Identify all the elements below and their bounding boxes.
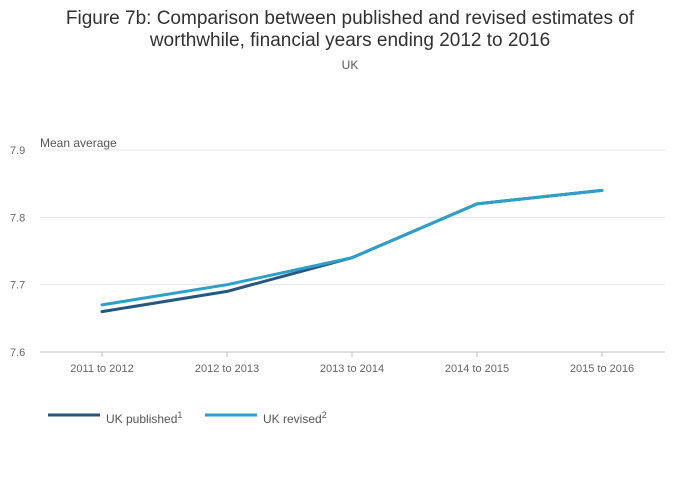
svg-text:UK published1: UK published1 <box>106 410 182 426</box>
x-tick-label: 2011 to 2012 <box>70 363 133 375</box>
x-tick-label: 2012 to 2013 <box>195 363 259 375</box>
y-tick-label: 7.8 <box>10 212 25 224</box>
legend-sup-published: 1 <box>177 410 182 420</box>
x-tick-label: 2015 to 2016 <box>570 363 634 375</box>
chart-title-line-2: worthwhile, financial years ending 2012 … <box>149 30 550 51</box>
legend-item-published[interactable]: UK published1 <box>48 410 182 426</box>
legend: UK published1 UK revised2 <box>48 410 327 426</box>
svg-text:UK revised2: UK revised2 <box>263 410 327 426</box>
legend-label-published: UK published <box>106 412 177 426</box>
gridlines <box>40 149 665 286</box>
legend-label-revised: UK revised <box>263 412 322 426</box>
series-line-revised[interactable] <box>100 188 604 307</box>
series-lines <box>100 188 604 314</box>
y-tick-label: 7.9 <box>10 145 25 157</box>
y-tick-label: 7.6 <box>10 347 25 359</box>
chart-subtitle: UK <box>342 58 359 72</box>
y-tick-labels: 7.6 7.7 7.8 7.9 <box>10 145 25 359</box>
legend-item-revised[interactable]: UK revised2 <box>205 410 327 426</box>
y-tick-label: 7.7 <box>10 280 25 292</box>
y-axis-label: Mean average <box>40 136 117 150</box>
chart-title-line-1: Figure 7b: Comparison between published … <box>66 8 635 29</box>
x-tick-label: 2013 to 2014 <box>320 363 384 375</box>
x-tick-label: 2014 to 2015 <box>445 363 509 375</box>
x-axis: 2011 to 2012 2012 to 2013 2013 to 2014 2014… <box>40 351 665 375</box>
legend-sup-revised: 2 <box>322 410 327 420</box>
